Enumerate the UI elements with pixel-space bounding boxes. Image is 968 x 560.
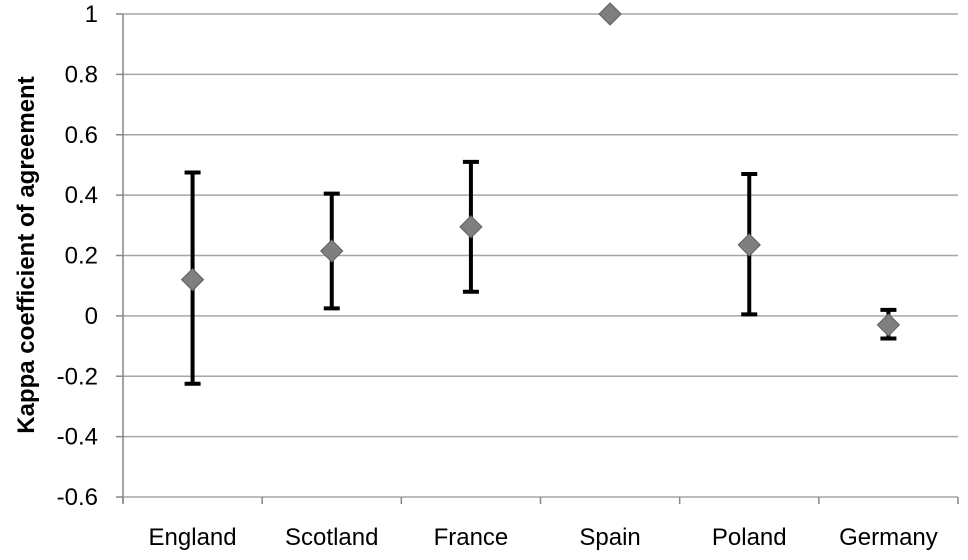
- x-tick-label: Germany: [839, 524, 938, 551]
- data-point: [598, 2, 622, 26]
- axes: [116, 13, 959, 504]
- y-tick-labels: 1 0.8 0.6 0.4 0.2 0 -0.2 -0.4 -0.6: [57, 1, 98, 511]
- data-point: [876, 313, 901, 337]
- x-tick-label: France: [434, 524, 509, 551]
- x-tick-label: Spain: [579, 524, 640, 551]
- y-tick-label: 0.6: [65, 122, 98, 149]
- data-point: [737, 233, 761, 257]
- y-tick-label: -0.6: [57, 484, 98, 511]
- y-tick-label: -0.4: [57, 424, 98, 451]
- data-markers: [180, 2, 901, 337]
- x-tick-label: Scotland: [285, 524, 378, 551]
- y-tick-label: 1: [85, 1, 98, 28]
- x-tick-label: Poland: [712, 524, 787, 551]
- y-tick-label: 0.4: [65, 182, 98, 209]
- data-point: [320, 239, 344, 263]
- y-tick-label: -0.2: [57, 363, 98, 390]
- data-point: [180, 267, 205, 292]
- y-tick-label: 0.2: [65, 243, 98, 270]
- gridlines: [123, 13, 958, 498]
- x-tick-label: England: [149, 524, 237, 551]
- y-tick-label: 0: [85, 303, 98, 330]
- y-axis-title: Kappa coefficient of agreement: [13, 76, 40, 433]
- data-point: [459, 215, 483, 239]
- x-tick-labels: England Scotland France Spain Poland Germany: [149, 524, 938, 551]
- y-tick-label: 0.8: [65, 61, 98, 88]
